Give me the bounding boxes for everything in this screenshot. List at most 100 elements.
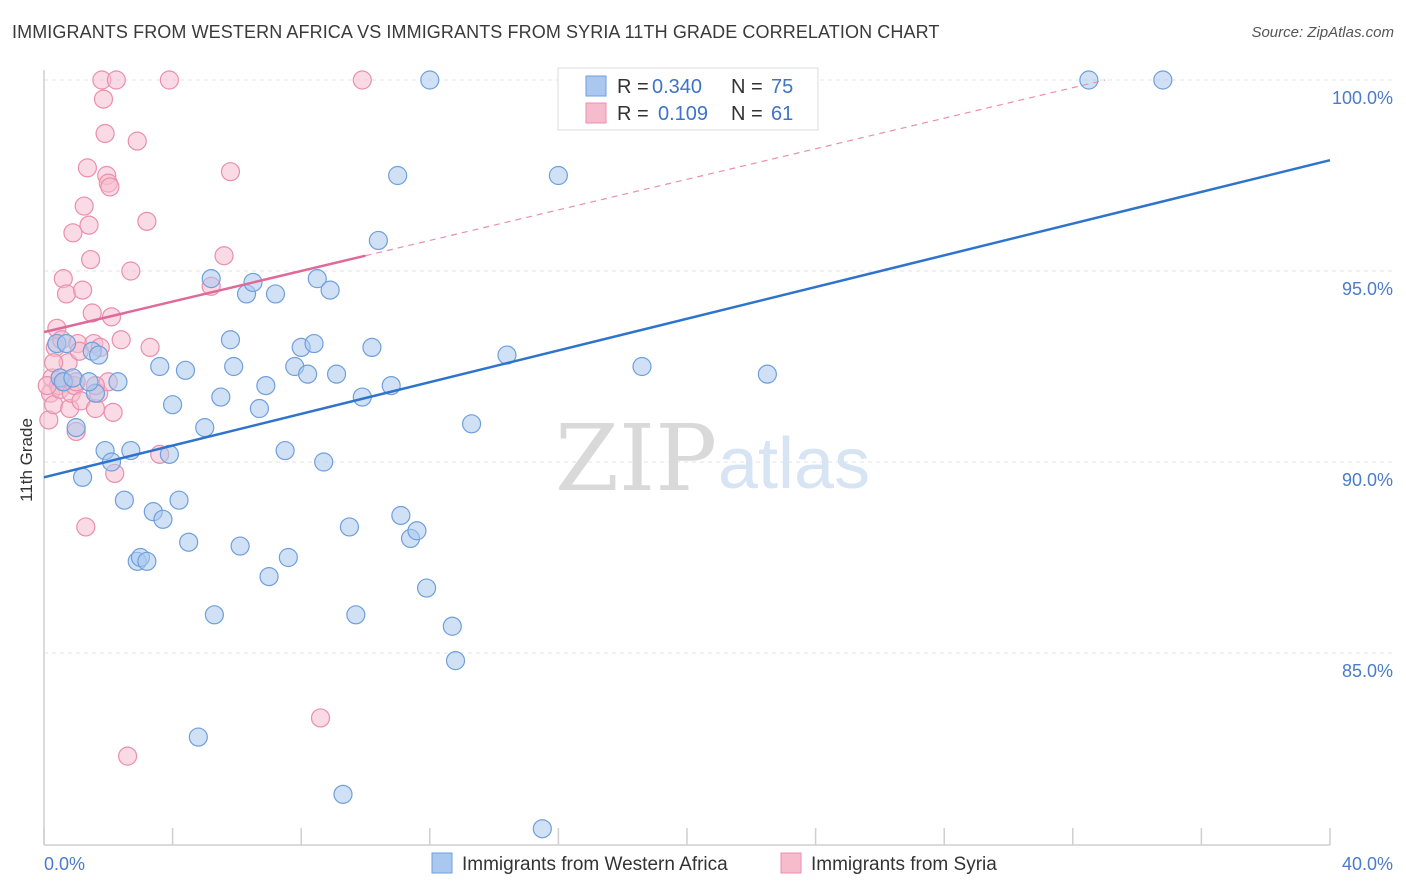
western-africa-point bbox=[278, 547, 298, 568]
western-africa-point bbox=[169, 490, 189, 510]
x-tick-marks bbox=[43, 828, 1331, 845]
trend-line-syria bbox=[43, 254, 366, 334]
western-africa-point bbox=[298, 364, 318, 384]
western-africa-point bbox=[307, 269, 327, 289]
syria-point bbox=[352, 70, 372, 90]
bottom-legend-swatch-syria bbox=[780, 852, 802, 874]
trend-line-western-africa bbox=[43, 159, 1331, 479]
western-africa-point bbox=[89, 345, 109, 365]
western-africa-point bbox=[442, 616, 462, 636]
syria-point bbox=[111, 330, 131, 350]
syria-point bbox=[76, 517, 96, 537]
western-africa-point bbox=[368, 230, 388, 251]
x-tick-label-min: 0.0% bbox=[44, 854, 85, 874]
western-africa-point bbox=[256, 376, 276, 396]
western-africa-point bbox=[391, 505, 411, 526]
western-africa-point bbox=[416, 578, 437, 598]
syria-point bbox=[95, 123, 115, 144]
watermark-zip: ZIP bbox=[555, 405, 717, 512]
trend-line-syria-extension bbox=[365, 79, 1106, 257]
western-africa-point bbox=[224, 356, 244, 377]
syria-point bbox=[117, 746, 138, 766]
syria-point bbox=[159, 70, 179, 90]
western-africa-point bbox=[230, 536, 250, 556]
western-africa-point bbox=[66, 418, 86, 438]
western-africa-points bbox=[47, 70, 1173, 839]
syria-point bbox=[103, 402, 123, 422]
western-africa-point bbox=[175, 360, 196, 380]
western-africa-point bbox=[79, 372, 99, 392]
syria-point bbox=[127, 131, 147, 151]
syria-point bbox=[93, 89, 114, 109]
legend-n-label-2: N = bbox=[731, 103, 763, 125]
legend-swatch-western-africa bbox=[585, 75, 607, 97]
western-africa-point bbox=[211, 387, 231, 407]
western-africa-point bbox=[407, 521, 427, 541]
western-africa-point bbox=[179, 532, 199, 552]
legend-r-value-2: 0.109 bbox=[658, 103, 708, 125]
western-africa-point bbox=[188, 727, 208, 747]
bottom-legend: Immigrants from Western Africa Immigrant… bbox=[431, 852, 997, 875]
western-africa-point bbox=[204, 605, 224, 625]
y-tick-label: 85.0% bbox=[1342, 661, 1393, 681]
western-africa-point bbox=[339, 517, 360, 537]
legend-n-label-1: N = bbox=[731, 76, 763, 98]
western-africa-point bbox=[548, 165, 569, 186]
syria-point bbox=[77, 158, 98, 178]
western-africa-point bbox=[326, 364, 347, 384]
syria-point bbox=[74, 196, 94, 216]
y-tick-label: 100.0% bbox=[1332, 88, 1393, 108]
western-africa-point bbox=[56, 333, 77, 354]
western-africa-point bbox=[265, 284, 286, 304]
western-africa-point bbox=[320, 280, 340, 300]
western-africa-point bbox=[304, 333, 324, 354]
western-africa-point bbox=[1079, 70, 1099, 90]
y-axis-title: 11th Grade bbox=[17, 418, 36, 502]
syria-point bbox=[214, 246, 234, 266]
legend: R = 0.340 N = 75 R = 0.109 N = 61 bbox=[557, 67, 819, 131]
syria-point bbox=[81, 249, 101, 270]
western-africa-point bbox=[249, 398, 270, 419]
western-africa-point bbox=[259, 566, 279, 587]
western-africa-point bbox=[63, 368, 83, 388]
y-tick-labels: 85.0% 90.0% 95.0% 100.0% bbox=[1332, 88, 1393, 681]
western-africa-point bbox=[1153, 70, 1173, 90]
western-africa-point bbox=[333, 784, 353, 804]
western-africa-point bbox=[461, 414, 482, 434]
western-africa-point bbox=[388, 165, 408, 186]
western-africa-point bbox=[445, 651, 466, 671]
legend-r-label-1: R = bbox=[617, 76, 649, 98]
western-africa-point bbox=[72, 467, 93, 487]
legend-swatch-syria bbox=[585, 102, 607, 124]
syria-point bbox=[121, 261, 141, 281]
bottom-legend-label-western-africa: Immigrants from Western Africa bbox=[462, 854, 728, 875]
western-africa-point bbox=[346, 605, 366, 625]
western-africa-point bbox=[114, 490, 134, 510]
western-africa-point bbox=[532, 819, 552, 839]
syria-point bbox=[72, 280, 93, 300]
syria-point bbox=[79, 215, 99, 235]
syria-point bbox=[137, 211, 157, 231]
trend-lines bbox=[43, 79, 1331, 479]
western-africa-point bbox=[195, 418, 215, 438]
legend-r-value-1: 0.340 bbox=[652, 76, 702, 98]
western-africa-point bbox=[201, 269, 221, 289]
western-africa-point bbox=[108, 372, 128, 392]
y-tick-label: 90.0% bbox=[1342, 470, 1393, 490]
x-tick-label-max: 40.0% bbox=[1342, 854, 1393, 874]
syria-point bbox=[100, 177, 120, 197]
grid bbox=[44, 79, 1395, 654]
syria-point bbox=[56, 284, 77, 304]
western-africa-point bbox=[632, 356, 652, 377]
western-africa-point bbox=[150, 356, 170, 377]
western-africa-point bbox=[757, 364, 777, 384]
western-africa-point bbox=[220, 330, 241, 350]
western-africa-point bbox=[275, 440, 295, 461]
syria-point bbox=[220, 162, 241, 182]
syria-point bbox=[63, 223, 83, 243]
western-africa-point bbox=[362, 337, 382, 357]
chart-title: IMMIGRANTS FROM WESTERN AFRICA VS IMMIGR… bbox=[12, 22, 940, 42]
legend-n-value-1: 75 bbox=[771, 76, 793, 98]
syria-point bbox=[82, 303, 102, 323]
